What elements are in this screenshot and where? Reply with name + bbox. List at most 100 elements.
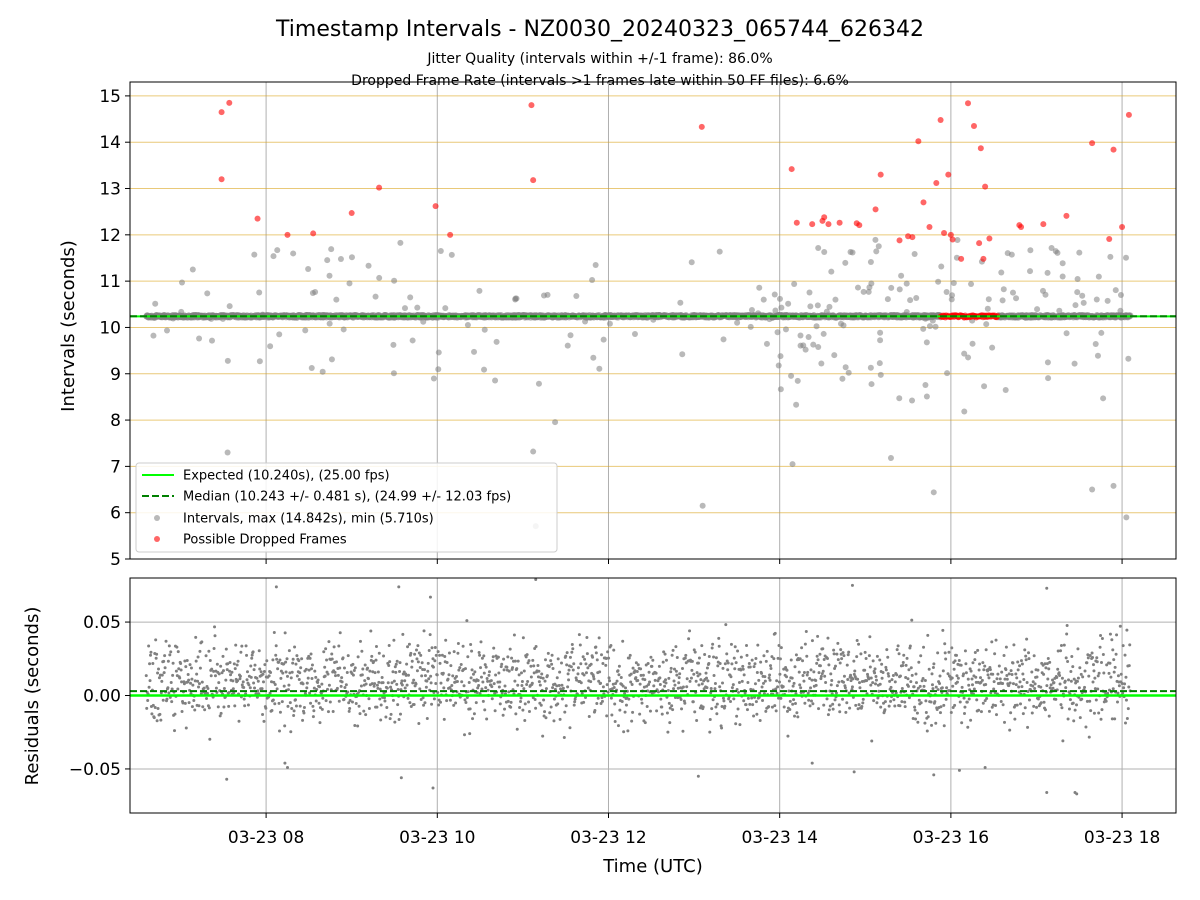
residual-point xyxy=(1092,669,1096,673)
residual-point xyxy=(981,701,985,705)
residual-point xyxy=(1012,643,1016,647)
residual-point xyxy=(729,642,733,646)
residual-point xyxy=(1095,660,1099,664)
residual-point xyxy=(179,668,183,672)
interval-point xyxy=(251,251,258,258)
residual-point xyxy=(164,639,168,643)
residual-point xyxy=(486,679,490,683)
residual-point xyxy=(593,708,597,712)
residual-point xyxy=(761,698,765,702)
residual-point xyxy=(1088,699,1092,703)
interval-point xyxy=(1094,352,1101,359)
residual-point xyxy=(559,661,563,665)
residual-point xyxy=(513,679,517,683)
residual-point xyxy=(874,678,878,682)
residual-point xyxy=(196,679,200,683)
residual-point xyxy=(1097,711,1101,715)
residual-point xyxy=(451,674,455,678)
residual-point xyxy=(397,585,401,589)
residual-point xyxy=(1087,674,1091,678)
residual-point xyxy=(417,651,421,655)
residual-point xyxy=(212,646,216,650)
residual-point xyxy=(480,687,484,691)
residual-point xyxy=(356,724,360,728)
residual-point xyxy=(1078,716,1082,720)
residual-point xyxy=(1091,663,1095,667)
residual-point xyxy=(1107,671,1111,675)
interval-point xyxy=(985,296,992,303)
residual-point xyxy=(1111,687,1115,691)
residual-point xyxy=(510,656,514,660)
residual-point xyxy=(1022,677,1026,681)
residual-point xyxy=(320,707,324,711)
interval-point xyxy=(794,377,801,384)
residual-point xyxy=(607,676,611,680)
residual-point xyxy=(393,665,397,669)
residual-point xyxy=(290,706,294,710)
residual-point xyxy=(830,679,834,683)
residual-point xyxy=(973,650,977,654)
residual-point xyxy=(1008,728,1012,732)
dropped-frame-point xyxy=(896,237,903,244)
residual-point xyxy=(227,704,231,708)
residual-point xyxy=(891,673,895,677)
residual-point xyxy=(279,676,283,680)
interval-point xyxy=(865,288,872,295)
dropped-frame-point xyxy=(1110,146,1117,153)
residual-point xyxy=(438,661,442,665)
residual-point xyxy=(922,645,926,649)
interval-point xyxy=(849,249,856,256)
interval-point xyxy=(435,349,442,356)
residual-point xyxy=(841,680,845,684)
residual-point xyxy=(570,650,574,654)
residual-point xyxy=(492,682,496,686)
residual-point xyxy=(1055,676,1059,680)
interval-point xyxy=(896,395,903,402)
residual-point xyxy=(946,672,950,676)
residual-point xyxy=(477,650,481,654)
interval-point xyxy=(813,323,820,330)
residual-point xyxy=(903,705,907,709)
residual-point xyxy=(877,689,881,693)
residual-point xyxy=(242,697,246,701)
residual-point xyxy=(898,704,902,708)
residual-point xyxy=(638,712,642,716)
residual-point xyxy=(389,685,393,689)
residual-point xyxy=(982,668,986,672)
residual-point xyxy=(792,698,796,702)
residual-point xyxy=(836,658,840,662)
dropped-frame-point xyxy=(310,230,317,237)
residual-point xyxy=(879,705,883,709)
residual-point xyxy=(196,655,200,659)
residual-point xyxy=(409,704,413,708)
residual-point xyxy=(938,674,942,678)
residual-point xyxy=(176,650,180,654)
residual-point xyxy=(962,672,966,676)
residual-point xyxy=(177,667,181,671)
interval-point xyxy=(785,300,792,307)
residual-point xyxy=(745,643,749,647)
residual-point xyxy=(1059,649,1063,653)
residual-point xyxy=(542,698,546,702)
residual-point xyxy=(960,685,964,689)
residual-point xyxy=(867,677,871,681)
residual-point xyxy=(184,665,188,669)
residual-point xyxy=(698,672,702,676)
residual-point xyxy=(699,678,703,682)
residual-point xyxy=(191,683,195,687)
residual-point xyxy=(208,659,212,663)
residual-point xyxy=(403,686,407,690)
residual-point xyxy=(526,661,530,665)
interval-point xyxy=(926,323,933,330)
residual-point xyxy=(289,676,293,680)
interval-point xyxy=(437,248,444,255)
interval-point xyxy=(274,247,281,254)
residual-point xyxy=(845,701,849,705)
interval-point xyxy=(896,286,903,293)
residual-point xyxy=(945,686,949,690)
residual-point xyxy=(252,668,256,672)
residual-point xyxy=(465,696,469,700)
residual-point xyxy=(965,700,969,704)
residual-point xyxy=(1015,703,1019,707)
residual-point xyxy=(795,711,799,715)
